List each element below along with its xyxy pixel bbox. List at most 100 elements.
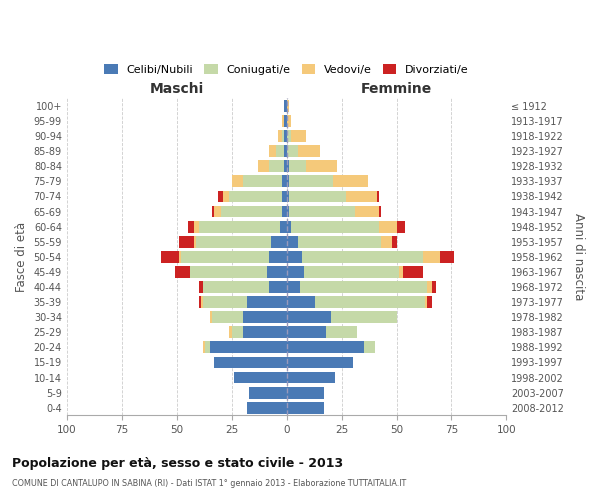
Bar	[209, 342, 287, 353]
Bar	[269, 146, 287, 157]
Bar	[278, 130, 287, 142]
Bar	[403, 266, 423, 278]
Bar	[379, 220, 397, 232]
Bar	[175, 266, 287, 278]
Bar	[278, 130, 287, 142]
Bar	[298, 146, 320, 157]
Bar	[258, 160, 287, 172]
Bar	[425, 296, 427, 308]
Bar	[282, 115, 287, 127]
Bar	[269, 160, 287, 172]
Bar	[326, 326, 357, 338]
Bar	[282, 206, 287, 218]
Bar	[258, 160, 287, 172]
Bar	[234, 372, 287, 384]
Bar	[287, 281, 300, 293]
Text: COMUNE DI CANTALUPO IN SABINA (RI) - Dati ISTAT 1° gennaio 2013 - Elaborazione T: COMUNE DI CANTALUPO IN SABINA (RI) - Dat…	[12, 479, 406, 488]
Bar	[287, 251, 302, 262]
Bar	[284, 100, 287, 112]
Bar	[287, 312, 331, 323]
Bar	[287, 160, 289, 172]
Bar	[392, 236, 397, 248]
Bar	[269, 281, 287, 293]
Bar	[315, 296, 425, 308]
Bar	[287, 206, 289, 218]
Bar	[289, 160, 307, 172]
Bar	[247, 296, 287, 308]
Bar	[214, 206, 287, 218]
Bar	[214, 356, 287, 368]
Bar	[284, 100, 287, 112]
Bar	[199, 296, 287, 308]
Bar	[287, 115, 291, 127]
Bar	[249, 387, 287, 398]
Bar	[269, 146, 287, 157]
Bar	[205, 342, 287, 353]
Y-axis label: Anni di nascita: Anni di nascita	[572, 213, 585, 300]
Bar	[234, 372, 287, 384]
Bar	[271, 236, 287, 248]
Bar	[397, 220, 406, 232]
Bar	[287, 176, 289, 187]
Bar	[275, 146, 287, 157]
Bar	[203, 342, 287, 353]
Bar	[203, 296, 287, 308]
Bar	[427, 281, 431, 293]
Bar	[287, 220, 291, 232]
Bar	[284, 130, 287, 142]
Bar	[267, 266, 287, 278]
Bar	[282, 115, 287, 127]
Bar	[287, 387, 324, 398]
Text: Femmine: Femmine	[361, 82, 432, 96]
Bar	[242, 312, 287, 323]
Bar	[287, 342, 364, 353]
Bar	[280, 220, 287, 232]
Bar	[282, 130, 287, 142]
Bar	[287, 236, 298, 248]
Bar	[181, 251, 287, 262]
Bar	[232, 176, 287, 187]
Bar	[247, 402, 287, 413]
Bar	[287, 146, 298, 157]
Bar	[212, 206, 287, 218]
Bar	[287, 100, 289, 112]
Bar	[287, 402, 324, 413]
Bar	[214, 356, 287, 368]
Bar	[161, 251, 287, 262]
Bar	[234, 372, 287, 384]
Bar	[304, 266, 399, 278]
Bar	[247, 402, 287, 413]
Bar	[203, 281, 287, 293]
Bar	[201, 296, 287, 308]
Bar	[289, 206, 355, 218]
Legend: Celibi/Nubili, Coniugati/e, Vedovi/e, Divorziati/e: Celibi/Nubili, Coniugati/e, Vedovi/e, Di…	[100, 60, 473, 79]
Bar	[188, 220, 287, 232]
Bar	[289, 190, 346, 202]
Bar	[381, 236, 392, 248]
Bar	[194, 220, 287, 232]
Bar	[423, 251, 440, 262]
Bar	[307, 160, 337, 172]
Text: Popolazione per età, sesso e stato civile - 2013: Popolazione per età, sesso e stato civil…	[12, 458, 343, 470]
Bar	[196, 236, 287, 248]
Bar	[287, 130, 291, 142]
Bar	[287, 326, 326, 338]
Bar	[284, 100, 287, 112]
Bar	[203, 281, 287, 293]
Bar	[427, 296, 431, 308]
Bar	[179, 236, 287, 248]
Bar	[203, 342, 287, 353]
Bar	[190, 266, 287, 278]
Bar	[331, 312, 397, 323]
Bar	[282, 190, 287, 202]
Bar	[190, 266, 287, 278]
Bar	[214, 356, 287, 368]
Bar	[379, 206, 381, 218]
Bar	[249, 387, 287, 398]
Bar	[298, 236, 381, 248]
Text: Maschi: Maschi	[149, 82, 204, 96]
Bar	[284, 146, 287, 157]
Bar	[209, 312, 287, 323]
Bar	[291, 130, 307, 142]
Bar	[287, 266, 304, 278]
